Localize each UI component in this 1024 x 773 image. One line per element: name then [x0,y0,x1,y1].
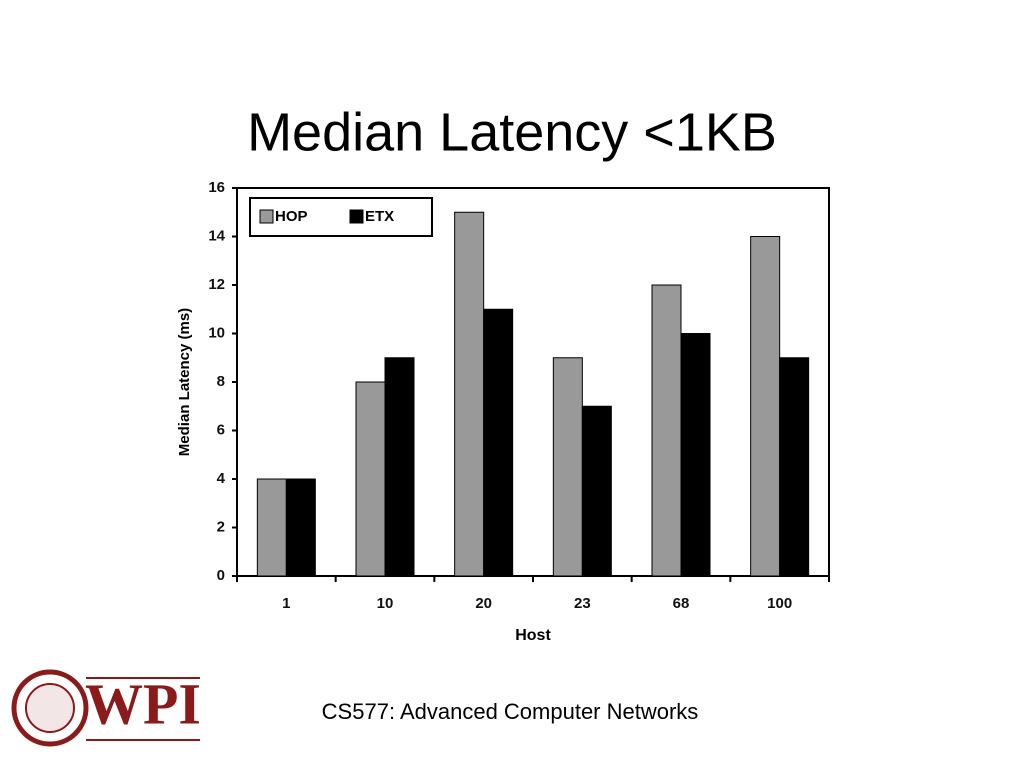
x-axis-label: Host [515,627,551,644]
seal-inner [25,683,75,733]
logo: WPI [11,669,201,747]
plot-frame [236,187,830,577]
y-tick-label: 4 [217,470,226,487]
footer: CS577: Advanced Computer Networks [322,699,699,724]
legend-box [249,197,433,237]
bar [680,333,711,577]
y-tick-label: 10 [208,324,225,341]
logo-text: WPI [85,671,201,736]
y-tick-label: 16 [208,179,225,196]
legend: HOP ETX [249,197,433,237]
legend-label: HOP [275,208,308,225]
bar [454,211,485,577]
bar [581,405,612,577]
x-tick-label: 10 [377,595,394,612]
bar [779,357,810,577]
y-tick-label: 12 [208,276,225,293]
y-tick-label: 2 [217,518,225,535]
bar [483,308,514,577]
bar [651,284,682,577]
x-tick-label: 100 [767,595,792,612]
bar [285,478,316,577]
y-axis-label: Median Latency (ms) [176,308,193,456]
legend-swatch [349,209,364,224]
y-tick-label: 6 [217,421,225,438]
bar [355,381,386,577]
y-tick-label: 0 [217,567,225,584]
legend-label: ETX [365,208,394,225]
x-tick-label: 1 [282,595,290,612]
x-tick-label: 23 [574,595,591,612]
bar [384,357,415,577]
bar [552,357,583,577]
bar [750,236,781,577]
bar [256,478,287,577]
legend-swatch [259,209,274,224]
y-tick-label: 8 [217,373,225,390]
x-tick-label: 68 [673,595,690,612]
y-tick-label: 14 [208,227,225,244]
x-tick-label: 20 [475,595,492,612]
chart-title: Median Latency <1KB [247,102,777,162]
